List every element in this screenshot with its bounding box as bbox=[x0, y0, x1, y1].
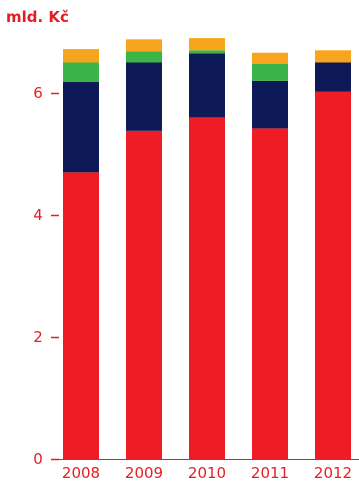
bars-group bbox=[63, 38, 351, 460]
bar-segment-2010-s3 bbox=[189, 38, 225, 51]
bar-segment-2010-s0 bbox=[189, 117, 225, 460]
y-tick-label-2: 2 bbox=[33, 328, 43, 346]
y-tick-label-6: 6 bbox=[33, 84, 43, 102]
axis-group: 2008 2009 2010 2011 2012 0 2 4 6 bbox=[33, 84, 359, 482]
x-tick-label-2011: 2011 bbox=[251, 464, 289, 482]
x-tick-label-2010: 2010 bbox=[188, 464, 226, 482]
x-tick-label-2012: 2012 bbox=[314, 464, 352, 482]
bar-segment-2010-s2 bbox=[189, 50, 225, 54]
bar-segment-2012-s1 bbox=[315, 62, 351, 92]
bar-segment-2009-s3 bbox=[126, 39, 162, 52]
bar-segment-2008-s0 bbox=[63, 172, 99, 460]
y-tick-label-0: 0 bbox=[33, 450, 43, 468]
bar-segment-2009-s2 bbox=[126, 51, 162, 63]
bar-segment-2012-s3 bbox=[315, 50, 351, 63]
bar-segment-2011-s3 bbox=[252, 52, 288, 64]
bar-segment-2008-s2 bbox=[63, 62, 99, 83]
bar-segment-2011-s0 bbox=[252, 128, 288, 459]
y-tick-label-4: 4 bbox=[33, 206, 43, 224]
bar-segment-2011-s1 bbox=[252, 80, 288, 129]
bar-segment-2011-s2 bbox=[252, 63, 288, 81]
bar-segment-2009-s1 bbox=[126, 62, 162, 131]
bar-segment-2012-s0 bbox=[315, 91, 351, 459]
x-tick-label-2008: 2008 bbox=[62, 464, 100, 482]
bar-segment-2010-s1 bbox=[189, 53, 225, 118]
bar-segment-2008-s1 bbox=[63, 82, 99, 173]
bar-segment-2009-s0 bbox=[126, 130, 162, 459]
unit-label: mld. Kč bbox=[6, 8, 69, 26]
x-tick-label-2009: 2009 bbox=[125, 464, 163, 482]
bar-segment-2008-s3 bbox=[63, 49, 99, 63]
